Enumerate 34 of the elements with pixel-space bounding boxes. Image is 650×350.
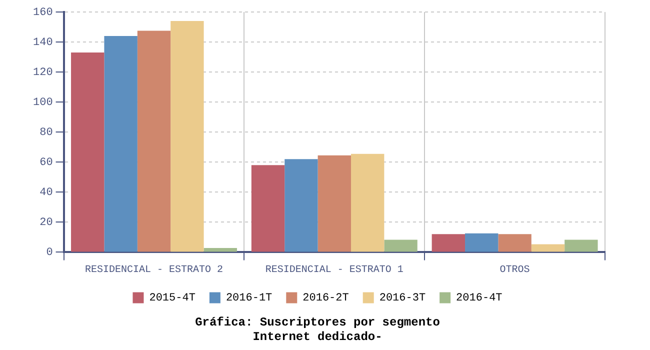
bar <box>104 36 138 252</box>
bar <box>531 244 565 252</box>
x-tick-label: RESIDENCIAL - ESTRATO 2 <box>84 264 224 276</box>
bar <box>137 30 171 252</box>
x-tick-label: RESIDENCIAL - ESTRATO 1 <box>265 264 404 276</box>
bar <box>204 248 237 252</box>
y-tick-label: 160 <box>32 6 53 19</box>
y-tick-label: 100 <box>32 96 53 109</box>
bar <box>351 154 384 252</box>
legend-label: 2016-2T <box>302 292 350 305</box>
y-tick-label: 20 <box>40 217 53 230</box>
bar <box>384 240 418 252</box>
bar <box>465 233 498 252</box>
bar <box>251 165 285 252</box>
text: Gráfica: Suscriptores por segmento <box>195 315 440 330</box>
legend-label: 2016-3T <box>379 292 426 305</box>
y-tick-label: 0 <box>46 247 53 260</box>
text: Internet dedicado- <box>252 330 382 344</box>
bar <box>170 21 204 252</box>
y-tick-label: 80 <box>40 127 53 140</box>
legend-label: 2016-1T <box>226 292 273 305</box>
y-tick-label: 60 <box>40 157 53 170</box>
y-tick-label: 140 <box>32 36 53 49</box>
legend-label: 2015-4T <box>149 292 196 305</box>
bar <box>564 240 598 252</box>
x-tick-label: OTROS <box>500 264 530 276</box>
bar <box>71 52 104 252</box>
legend-label: 2016-4T <box>456 292 503 305</box>
bar <box>284 159 318 252</box>
y-tick-label: 40 <box>40 187 53 200</box>
bar <box>498 234 532 252</box>
y-tick-label: 120 <box>32 66 53 79</box>
bar <box>318 155 351 252</box>
bar <box>432 234 466 252</box>
